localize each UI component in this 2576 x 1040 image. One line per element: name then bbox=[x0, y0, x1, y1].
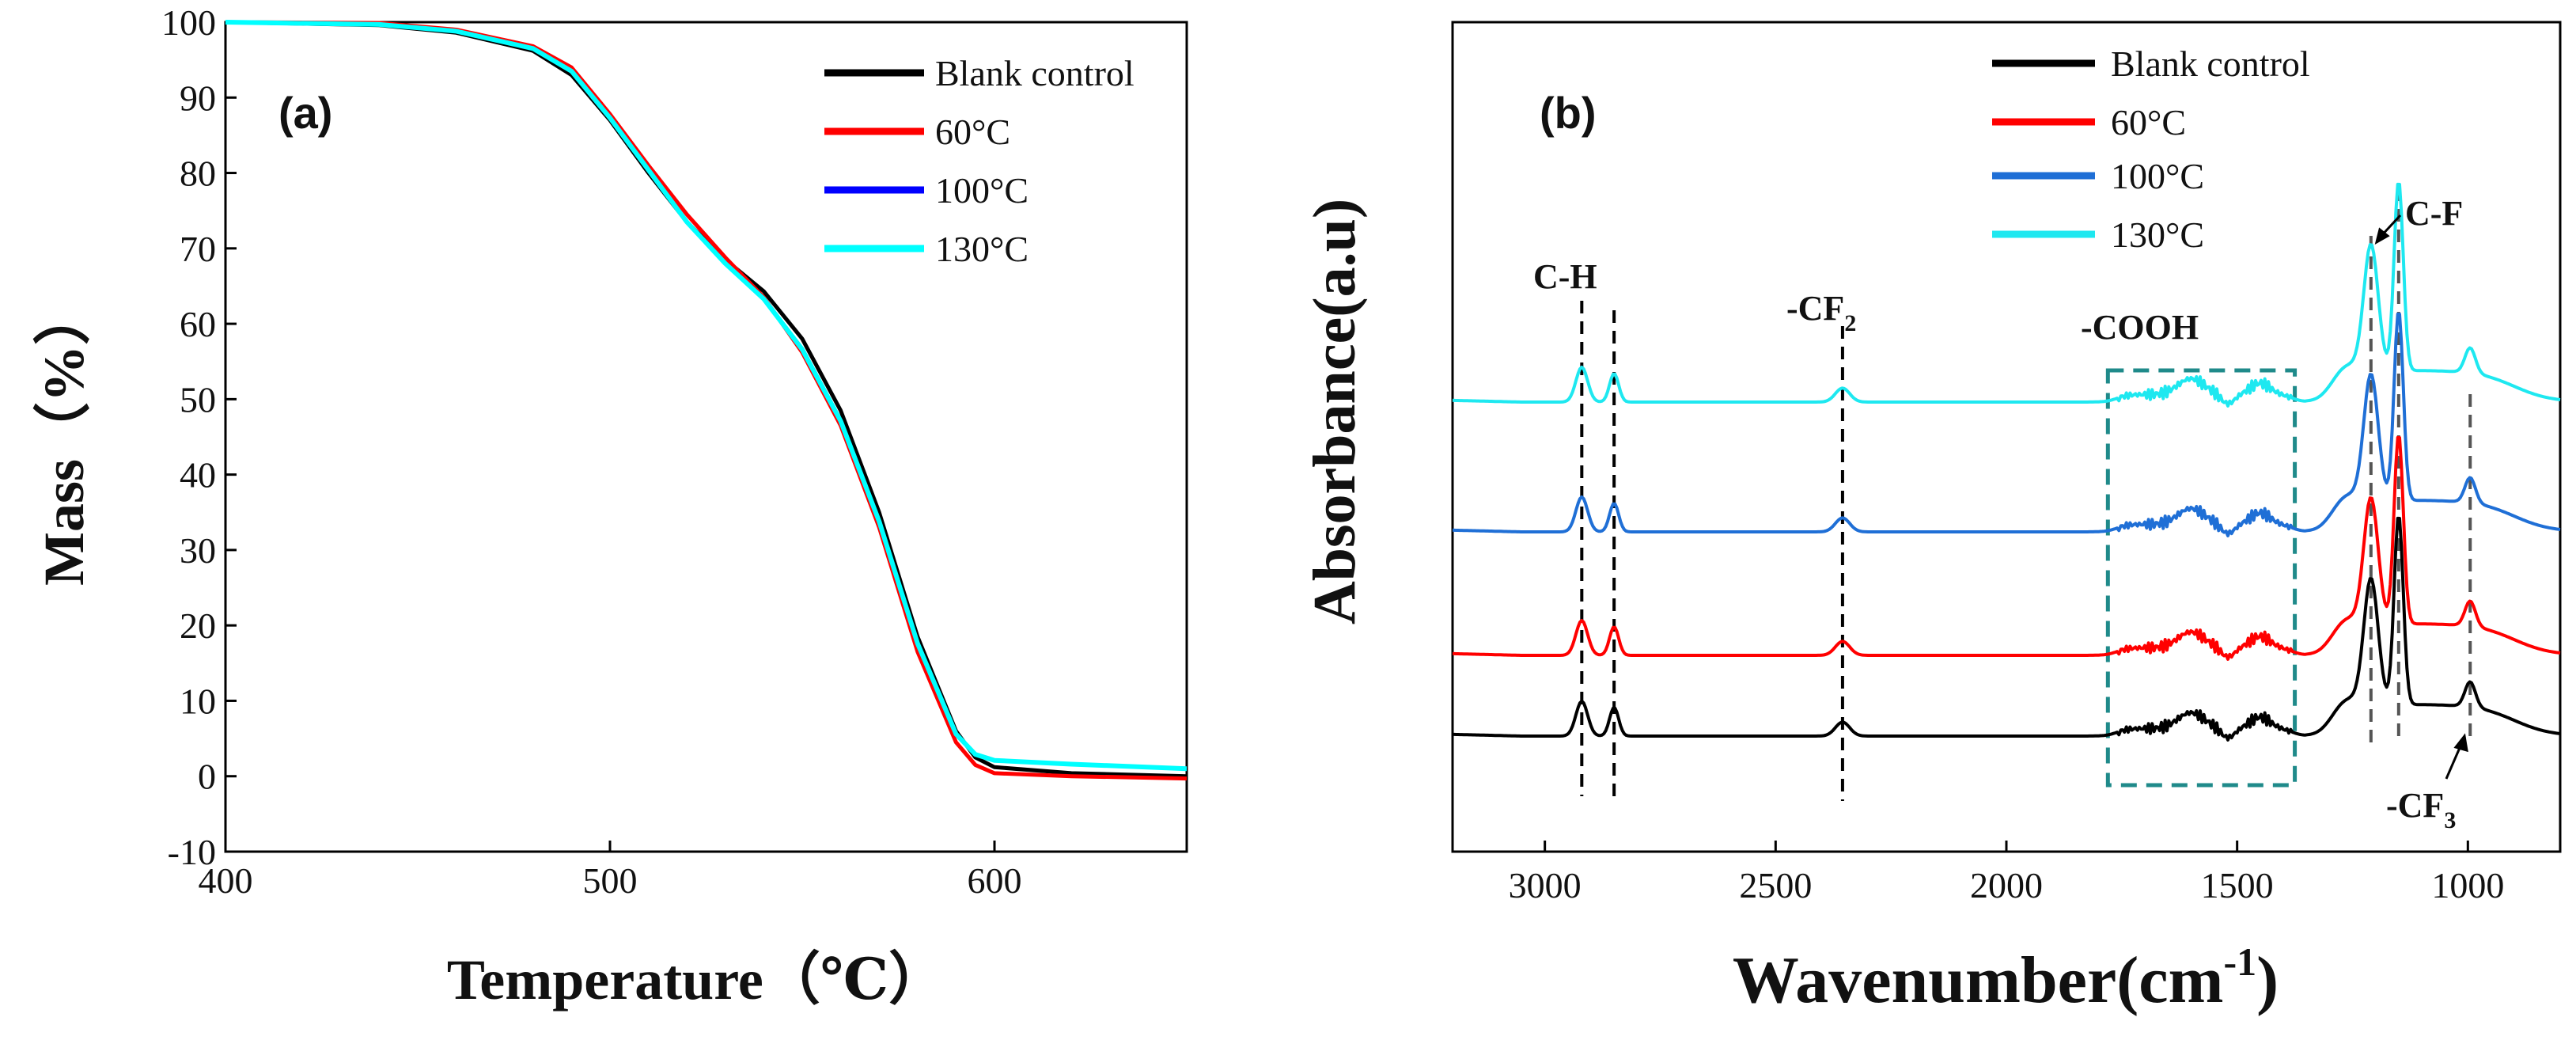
ftir-arrowhead-cf bbox=[2374, 227, 2390, 245]
ftir-x-tick-label: 1000 bbox=[2431, 865, 2504, 905]
ftir-y-axis-title: Absorbance(a.u) bbox=[1301, 199, 1368, 624]
tga-y-tick-label: -10 bbox=[168, 832, 216, 872]
tga-y-tick-label: 50 bbox=[180, 379, 216, 419]
tga-series-group bbox=[225, 20, 1188, 781]
tga-series-line-0 bbox=[225, 20, 1188, 779]
tga-y-tick-label: 10 bbox=[180, 681, 216, 721]
ftir-anno-cf3: -CF3 bbox=[2386, 786, 2456, 833]
ftir-x-axis-title: Wavenumber(cm-1) bbox=[1733, 939, 2279, 1017]
tga-series-line-2 bbox=[225, 20, 1188, 771]
ftir-anno-cf3-sub: 3 bbox=[2444, 807, 2456, 833]
ftir-anno-cooh: -COOH bbox=[2081, 308, 2199, 347]
tga-y-tick-label: 80 bbox=[180, 154, 216, 194]
tga-y-tick-label: 20 bbox=[180, 605, 216, 646]
ftir-legend-label-100: 100°C bbox=[2111, 156, 2204, 196]
ftir-anno-cf2: -CF2 bbox=[1786, 289, 1856, 336]
tga-y-tick-label: 0 bbox=[198, 757, 216, 797]
ftir-panel-label: (b) bbox=[1540, 88, 1597, 138]
ftir-arrowhead-cf3 bbox=[2453, 733, 2468, 753]
tga-x-tick-label: 400 bbox=[199, 860, 253, 901]
tga-legend: Blank control 60°C 100°C 130°C bbox=[824, 53, 1135, 269]
tga-x-tick-label: 500 bbox=[583, 860, 638, 901]
ftir-series-group bbox=[1452, 182, 2561, 742]
tga-y-ticks: -10 0 10 20 30 40 50 60 70 80 90 100 bbox=[161, 2, 237, 872]
tga-y-axis-title: Mass（%） bbox=[32, 288, 96, 586]
ftir-x-tick-label: 2000 bbox=[1970, 865, 2043, 905]
ftir-plot-frame bbox=[1451, 21, 2562, 853]
ftir-series-line-2 bbox=[1452, 312, 2561, 537]
ftir-x-axis-title-sup: -1 bbox=[2223, 939, 2256, 984]
tga-x-tick-label: 600 bbox=[968, 860, 1022, 901]
ftir-x-tick-label: 2500 bbox=[1739, 865, 1812, 905]
ftir-x-tick-label: 1500 bbox=[2201, 865, 2274, 905]
ftir-x-axis-title-main: Wavenumber(cm bbox=[1733, 943, 2224, 1017]
ftir-legend-label-60: 60°C bbox=[2111, 102, 2186, 142]
ftir-legend-label-blank: Blank control bbox=[2111, 44, 2310, 84]
ftir-x-axis-title-end: ) bbox=[2256, 943, 2279, 1017]
ftir-anno-cf: C-F bbox=[2405, 194, 2463, 233]
ftir-anno-cf2-main: -CF bbox=[1786, 289, 1844, 328]
ftir-series-line-3 bbox=[1452, 182, 2561, 408]
tga-legend-label-130: 130°C bbox=[935, 229, 1029, 269]
tga-y-tick-label: 90 bbox=[180, 78, 216, 118]
ftir-legend: Blank control 60°C 100°C 130°C bbox=[1992, 44, 2310, 255]
ftir-series-line-1 bbox=[1452, 435, 2561, 661]
tga-series-line-1 bbox=[225, 20, 1188, 781]
ftir-x-tick-label: 3000 bbox=[1509, 865, 1582, 905]
tga-y-tick-label: 40 bbox=[180, 455, 216, 495]
tga-x-ticks: 400 500 600 bbox=[199, 841, 1022, 901]
ftir-anno-ch: C-H bbox=[1533, 257, 1597, 296]
tga-legend-label-100: 100°C bbox=[935, 170, 1029, 211]
tga-y-tick-label: 30 bbox=[180, 530, 216, 571]
tga-plot-frame bbox=[224, 21, 1188, 853]
tga-legend-label-60: 60°C bbox=[935, 112, 1010, 152]
tga-series-line-3 bbox=[225, 20, 1188, 772]
ftir-cooh-box bbox=[2105, 368, 2298, 788]
tga-panel-label: (a) bbox=[278, 88, 332, 138]
tga-legend-label-blank: Blank control bbox=[935, 53, 1135, 93]
tga-y-tick-label: 100 bbox=[161, 2, 216, 43]
tga-y-tick-label: 60 bbox=[180, 304, 216, 344]
ftir-x-ticks: 3000 2500 2000 1500 1000 bbox=[1509, 841, 2504, 905]
ftir-chart: 3000 2500 2000 1500 1000 (b) Blank control 6… bbox=[1301, 21, 2562, 1017]
ftir-anno-cf2-sub: 2 bbox=[1844, 310, 1856, 336]
ftir-series-line-0 bbox=[1452, 516, 2561, 742]
tga-x-axis-title: Temperature（℃） bbox=[447, 948, 945, 1012]
ftir-anno-cf3-main: -CF bbox=[2386, 786, 2444, 825]
tga-y-tick-label: 70 bbox=[180, 229, 216, 269]
ftir-anno-arrows bbox=[2374, 214, 2468, 780]
ftir-legend-label-130: 130°C bbox=[2111, 214, 2204, 255]
